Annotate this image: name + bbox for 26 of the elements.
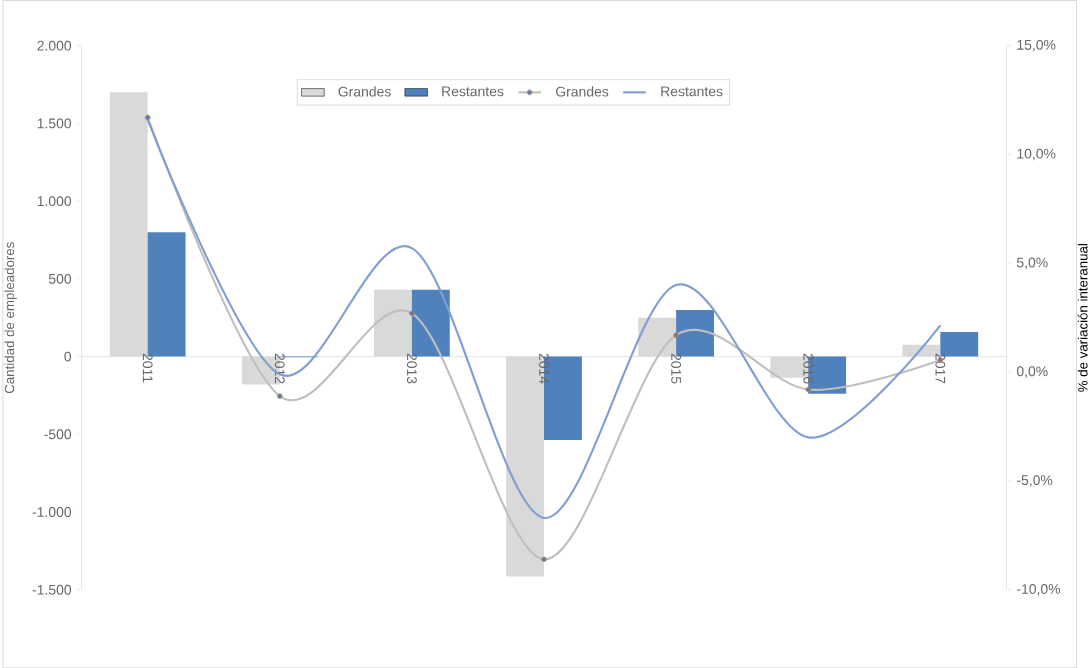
x-tick-label: 2016 [803,353,814,384]
y2-tick-label: -5,0% [1017,475,1053,487]
x-tick-label: 2014 [539,353,549,384]
y2-tick-label: -10,0% [1017,583,1061,596]
x-tick-label: 2011 [142,353,153,383]
y-tick-label: 0 [64,351,72,362]
x-tick-label: 2012 [274,353,285,384]
y2-tick-label: 10,0% [1017,148,1056,161]
legend-label: Restantes [442,86,504,97]
y-tick-label: -500 [44,429,72,440]
y2-tick-label: 5,0% [1016,257,1048,269]
legend-label: Grandes [556,86,609,97]
y-tick-label: 500 [48,273,72,284]
y-tick-label: 2.000 [37,40,72,51]
y2-tick-label: 15,0% [1017,39,1056,52]
y-tick-label: 1.000 [37,196,72,206]
legend-label: Restantes [661,86,723,97]
y-axis-title: Cantidad de empleadores [4,241,17,393]
y2-tick-label: 0,0% [1016,366,1048,378]
x-tick-label: 2015 [671,353,682,384]
y2-axis-title: % de variación interanual [1077,243,1088,392]
y-tick-label: -1.000 [32,506,72,517]
y-tick-label: -1.500 [32,584,72,595]
x-tick-label: 2013 [406,353,417,384]
legend-label: Grandes [338,86,391,97]
y-tick-label: 1.500 [37,118,72,129]
